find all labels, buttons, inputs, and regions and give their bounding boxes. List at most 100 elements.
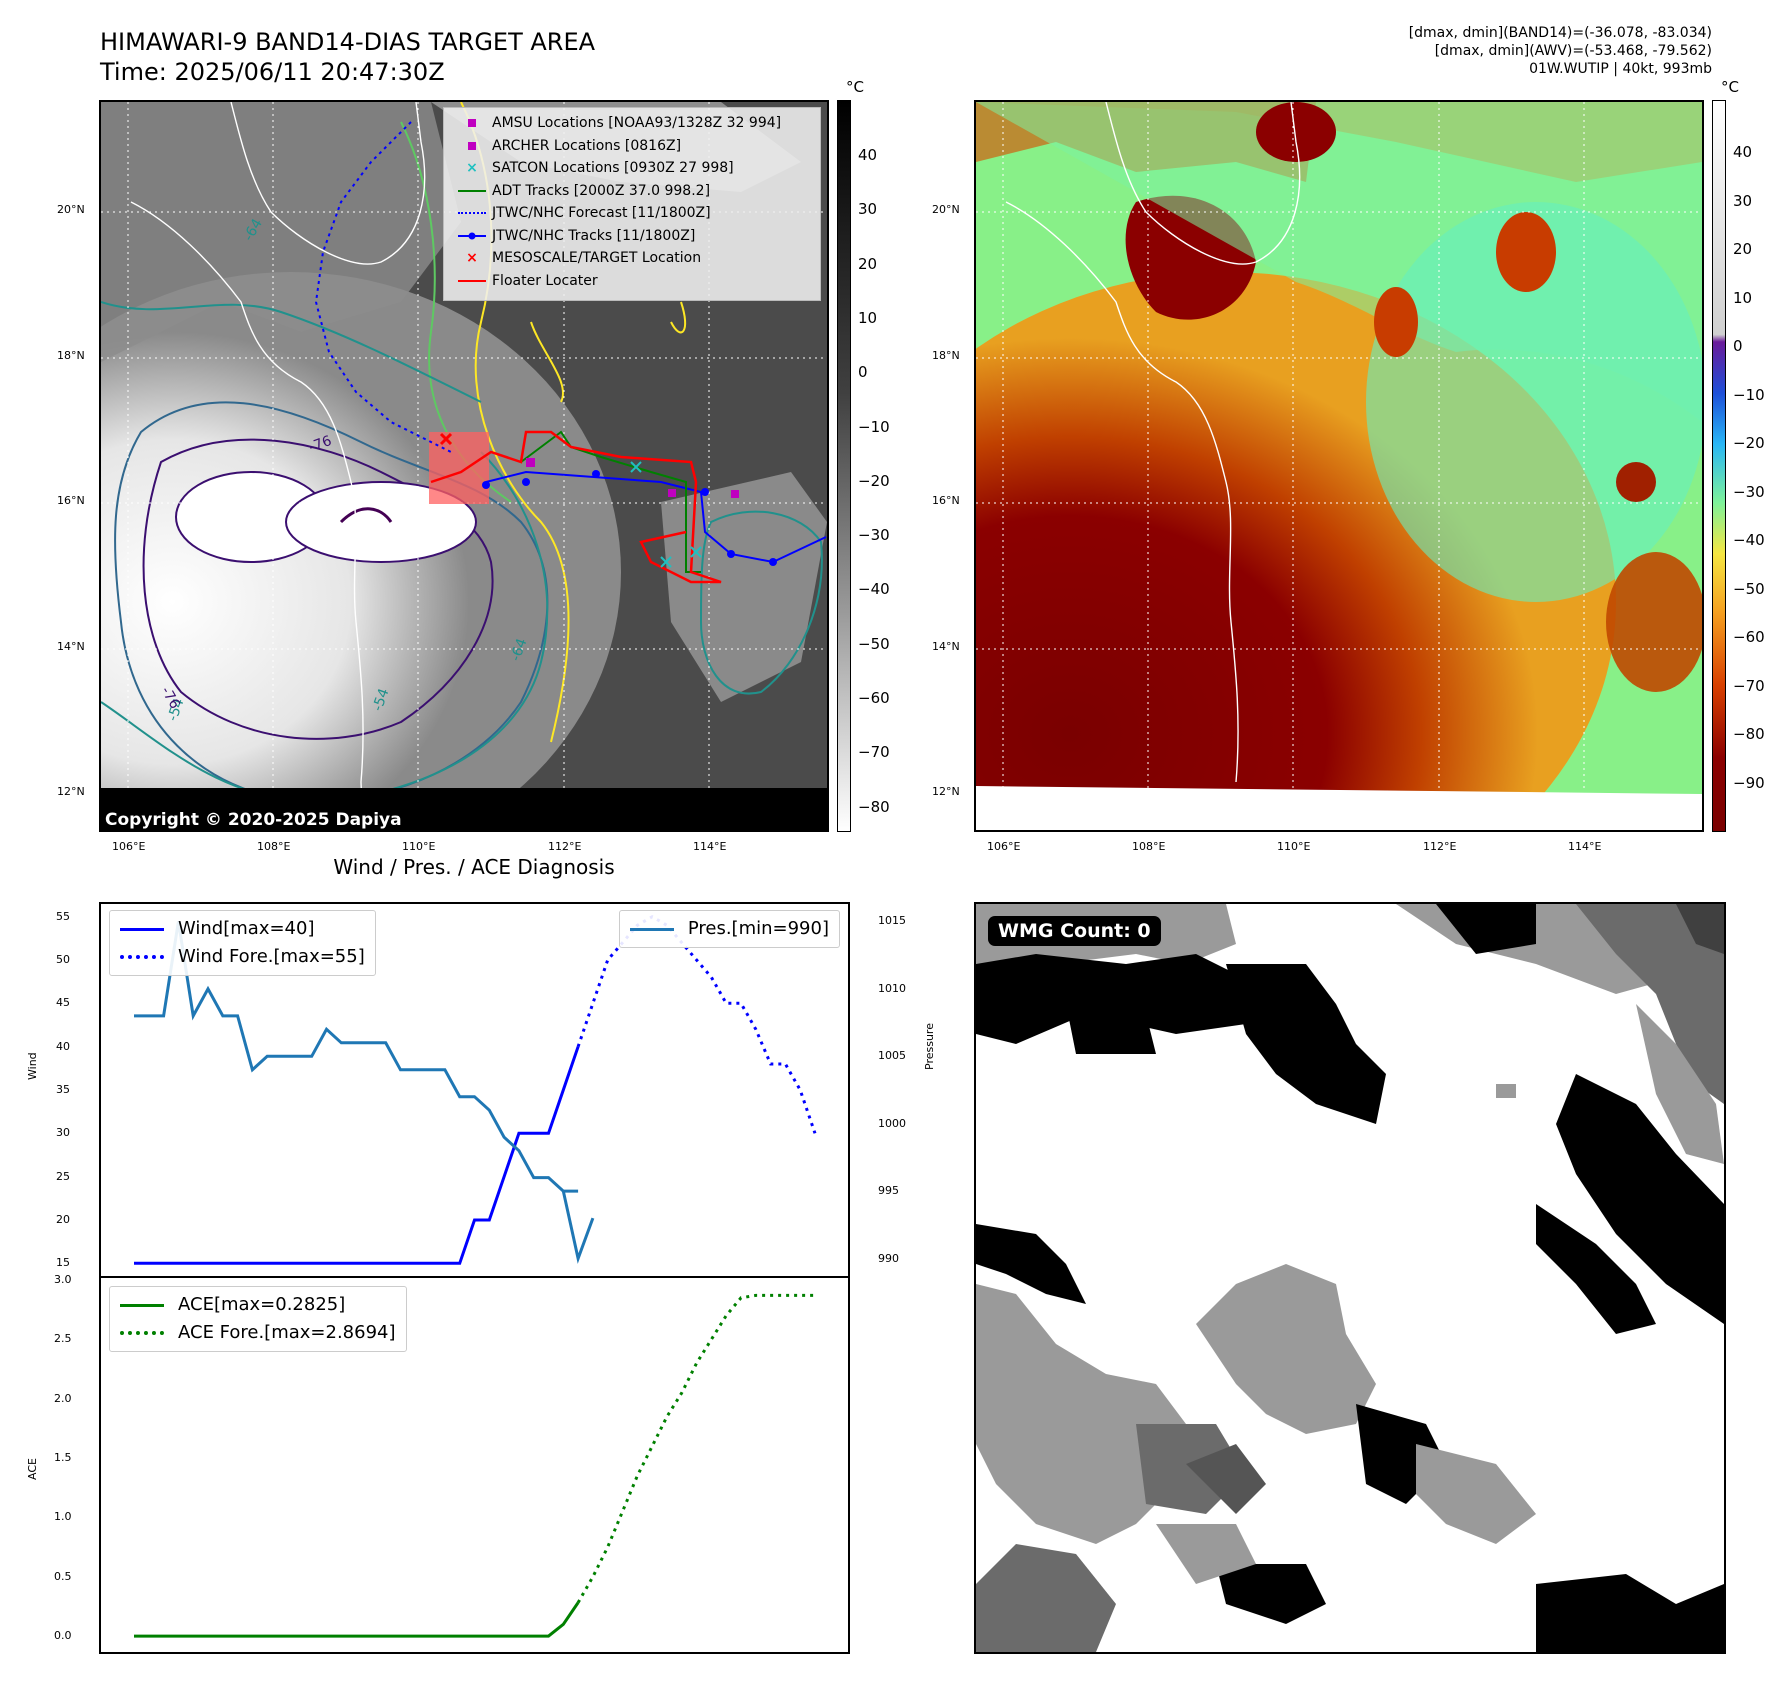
colorbar-tick-label: 40 — [858, 146, 878, 164]
lat-tick-label: 20°N — [932, 203, 960, 216]
wind-tick-label: 25 — [56, 1169, 70, 1183]
green-line-icon — [452, 189, 492, 192]
band14-map-panel: -64 -54 -54 -76 -76 -64 Copyright © 2020… — [99, 100, 829, 832]
colorbar-tick-label: 20 — [1733, 240, 1753, 258]
wind-tick-label: 15 — [56, 1256, 70, 1270]
ace-legend: ACE[max=0.2825] ACE Fore.[max=2.8694] — [109, 1286, 407, 1352]
colorbar-tick-label: −80 — [858, 797, 890, 816]
pressure-tick-label: 1000 — [878, 1116, 906, 1130]
colorbar-tick-label: −70 — [1733, 676, 1765, 695]
legend-satcon: × SATCON Locations [0930Z 27 998] — [452, 157, 812, 180]
copyright-text: Copyright © 2020-2025 Dapiya — [105, 810, 402, 830]
colorbar-tick-label: −50 — [1733, 579, 1765, 598]
ace-tick-label: 2.0 — [54, 1391, 72, 1405]
colorbar-tick-label: 30 — [1733, 191, 1753, 210]
lon-tick-label: 106°E — [112, 840, 146, 853]
green-line-icon — [120, 1303, 164, 1307]
pressure-legend: Pres.[min=990] — [618, 910, 840, 948]
legend-forecast: JTWC/NHC Forecast [11/1800Z] — [452, 202, 812, 225]
series-line — [576, 1293, 815, 1604]
colorbar-tick-label: −60 — [1733, 628, 1765, 646]
pressure-tick-label: 995 — [878, 1184, 899, 1198]
legend-wind: Wind[max=40] — [120, 915, 365, 943]
legend-archer: ARCHER Locations [0816Z] — [452, 135, 812, 158]
wind-pressure-panel: Wind[max=40] Wind Fore.[max=55] Pres.[mi… — [99, 902, 850, 1278]
contour-label: -64 — [508, 636, 531, 663]
wind-tick-label: 35 — [56, 1083, 70, 1096]
colorbar-tick-label: −20 — [858, 471, 890, 490]
diag-title: Wind / Pres. / ACE Diagnosis — [333, 855, 615, 879]
legend-tracks: JTWC/NHC Tracks [11/1800Z] — [452, 225, 812, 248]
lon-tick-label: 110°E — [1277, 840, 1311, 853]
series-line — [134, 921, 579, 1193]
pressure-tick-label: 1010 — [878, 981, 906, 995]
colorbar-tick-label: 10 — [858, 308, 878, 327]
contour-label: -54 — [370, 686, 393, 713]
ace-tick-label: 0.5 — [54, 1569, 72, 1583]
colorbar-tick-label: 30 — [858, 200, 878, 219]
colorbar-tick-label: −40 — [858, 580, 890, 599]
ace-tick-label: 1.5 — [54, 1451, 72, 1465]
legend-pressure: Pres.[min=990] — [629, 915, 829, 943]
wind-tick-label: 50 — [56, 953, 70, 966]
wind-tick-label: 55 — [56, 909, 70, 923]
ace-panel: ACE[max=0.2825] ACE Fore.[max=2.8694] — [99, 1276, 850, 1654]
colorbar-tick-label: −30 — [1733, 482, 1765, 501]
ace-chart — [134, 1293, 815, 1638]
left-colorbar-unit: °C — [846, 78, 864, 96]
awv-map — [976, 102, 1702, 830]
ace-tick-label: 1.0 — [54, 1510, 72, 1524]
steelblue-line-icon — [629, 927, 674, 931]
wind-tick-label: 20 — [56, 1213, 70, 1226]
contour-label: -76 — [307, 433, 334, 456]
legend-ace-forecast: ACE Fore.[max=2.8694] — [120, 1319, 396, 1347]
pressure-tick-label: 1015 — [878, 914, 906, 928]
pressure-tick-label: 990 — [878, 1251, 899, 1265]
wind-pressure-chart — [134, 914, 817, 1265]
right-colorbar-unit: °C — [1721, 78, 1739, 96]
wind-tick-label: 40 — [56, 1039, 70, 1053]
wind-tick-label: 30 — [56, 1126, 70, 1140]
ace-tick-label: 0.0 — [54, 1629, 72, 1643]
lat-tick-label: 12°N — [57, 785, 85, 798]
green-dotted-line-icon — [120, 1331, 164, 1335]
wmg-count-badge: WMG Count: 0 — [988, 916, 1161, 946]
legend-ace: ACE[max=0.2825] — [120, 1291, 396, 1319]
awv-map-panel — [974, 100, 1704, 832]
series-line — [134, 1601, 580, 1638]
info-block: [dmax, dmin](BAND14)=(-36.078, -83.034) … — [1409, 24, 1712, 78]
lat-tick-label: 20°N — [57, 203, 85, 216]
magenta-square-icon — [452, 141, 492, 150]
blue-line-icon — [120, 927, 164, 931]
ace-tick-label: 3.0 — [54, 1273, 72, 1286]
target-area-box — [429, 432, 489, 504]
ace-tick-label: 2.5 — [54, 1332, 72, 1346]
wind-tick-label: 45 — [56, 996, 70, 1010]
lat-tick-label: 16°N — [932, 494, 960, 507]
series-line — [576, 914, 817, 1134]
series-line — [134, 1046, 580, 1265]
colorbar-tick-label: −60 — [858, 689, 890, 707]
lat-tick-label: 14°N — [932, 640, 960, 653]
cyan-x-icon: × — [466, 160, 478, 176]
band14-colorbar — [837, 100, 851, 832]
wmg-panel: WMG Count: 0 — [974, 902, 1726, 1654]
lon-tick-label: 114°E — [1568, 840, 1602, 853]
lon-tick-label: 106°E — [987, 840, 1021, 853]
legend-amsu: AMSU Locations [NOAA93/1328Z 32 994] — [452, 112, 812, 135]
legend-floater: Floater Locater — [452, 270, 812, 293]
legend-adt: ADT Tracks [2000Z 37.0 998.2] — [452, 180, 812, 203]
info-storm: 01W.WUTIP | 40kt, 993mb — [1529, 61, 1712, 77]
blue-dotted-line-icon — [120, 955, 164, 959]
figure-title: HIMAWARI-9 BAND14-DIAS TARGET AREA — [100, 28, 596, 56]
red-x-icon: × — [466, 250, 478, 266]
lon-tick-label: 114°E — [693, 840, 727, 853]
figure-time: Time: 2025/06/11 20:47:30Z — [100, 58, 445, 86]
info-awv: [dmax, dmin](AWV)=(-53.468, -79.562) — [1434, 43, 1712, 59]
colorbar-tick-label: 0 — [858, 363, 868, 382]
lon-tick-label: 108°E — [257, 840, 291, 853]
map-legend: AMSU Locations [NOAA93/1328Z 32 994] ARC… — [443, 107, 821, 301]
blue-line-dot-icon — [452, 232, 492, 240]
legend-target: × MESOSCALE/TARGET Location — [452, 247, 812, 270]
blue-dotted-line-icon — [452, 212, 492, 215]
